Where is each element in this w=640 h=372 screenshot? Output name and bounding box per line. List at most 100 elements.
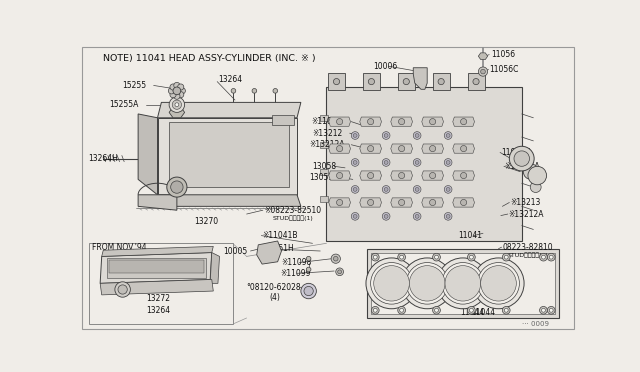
Text: ※11098: ※11098 [282, 258, 312, 267]
Circle shape [437, 258, 488, 309]
Circle shape [415, 187, 419, 191]
Text: ··· 0009: ··· 0009 [522, 321, 548, 327]
Circle shape [415, 214, 419, 218]
Circle shape [415, 161, 419, 164]
Circle shape [540, 253, 547, 261]
Text: 11056: 11056 [491, 50, 515, 59]
Polygon shape [422, 198, 444, 207]
Text: ※13212A: ※13212A [309, 140, 345, 149]
Text: 15255: 15255 [123, 81, 147, 90]
Circle shape [502, 307, 510, 314]
Circle shape [178, 92, 184, 98]
Circle shape [406, 263, 448, 304]
Bar [169, 122, 289, 187]
Bar [328, 73, 345, 90]
Text: ※11041B: ※11041B [262, 231, 298, 240]
Polygon shape [478, 53, 488, 60]
Circle shape [351, 158, 359, 166]
Circle shape [438, 78, 444, 85]
Bar [371, 253, 555, 314]
Circle shape [473, 78, 479, 85]
Circle shape [403, 78, 410, 85]
Circle shape [413, 132, 421, 140]
Circle shape [252, 89, 257, 93]
Circle shape [167, 177, 187, 197]
Circle shape [371, 307, 379, 314]
Circle shape [171, 181, 183, 193]
Circle shape [353, 161, 357, 164]
Circle shape [397, 307, 406, 314]
Circle shape [367, 119, 374, 125]
Text: 11044: 11044 [472, 308, 495, 317]
Circle shape [351, 186, 359, 193]
Circle shape [413, 186, 421, 193]
Text: ²: ² [305, 288, 308, 294]
Circle shape [444, 186, 452, 193]
Circle shape [514, 151, 529, 166]
Circle shape [382, 158, 390, 166]
Polygon shape [452, 144, 474, 153]
Circle shape [351, 132, 359, 140]
Polygon shape [102, 246, 213, 256]
Polygon shape [391, 117, 412, 126]
Circle shape [442, 263, 484, 304]
Polygon shape [422, 117, 444, 126]
Polygon shape [157, 102, 301, 118]
Circle shape [367, 145, 374, 152]
Circle shape [402, 258, 452, 309]
Circle shape [371, 263, 412, 304]
Circle shape [333, 256, 338, 261]
Circle shape [382, 132, 390, 140]
Circle shape [461, 119, 467, 125]
Polygon shape [157, 118, 297, 195]
Polygon shape [391, 198, 412, 207]
Circle shape [337, 173, 343, 179]
Circle shape [435, 255, 438, 259]
Polygon shape [360, 171, 381, 180]
Circle shape [444, 132, 452, 140]
Circle shape [170, 84, 176, 90]
Text: ※08223-82510: ※08223-82510 [264, 206, 321, 215]
Text: (4): (4) [270, 293, 281, 302]
Text: 15255A: 15255A [109, 100, 139, 109]
Circle shape [413, 158, 421, 166]
Bar [320, 196, 328, 202]
Circle shape [400, 255, 404, 259]
Circle shape [399, 119, 404, 125]
Polygon shape [422, 171, 444, 180]
Polygon shape [413, 68, 428, 89]
Circle shape [400, 308, 404, 312]
Circle shape [174, 82, 180, 89]
Text: 11044: 11044 [460, 308, 484, 317]
Circle shape [429, 199, 436, 206]
Polygon shape [169, 107, 184, 118]
Circle shape [351, 212, 359, 220]
Circle shape [481, 266, 516, 301]
Circle shape [382, 212, 390, 220]
Circle shape [413, 212, 421, 220]
Polygon shape [210, 253, 220, 283]
Circle shape [115, 282, 131, 297]
Polygon shape [157, 195, 301, 206]
Circle shape [333, 78, 340, 85]
Circle shape [446, 187, 450, 191]
Text: 13264: 13264 [218, 75, 242, 84]
Bar [326, 87, 522, 241]
Circle shape [461, 199, 467, 206]
Polygon shape [360, 117, 381, 126]
Circle shape [541, 255, 545, 259]
Text: 11051H: 11051H [264, 244, 294, 253]
Bar [397, 73, 415, 90]
Circle shape [307, 267, 311, 272]
Circle shape [273, 89, 278, 93]
Circle shape [304, 286, 313, 296]
Polygon shape [329, 117, 351, 126]
Text: ※11099: ※11099 [280, 269, 310, 278]
Circle shape [366, 258, 417, 309]
Polygon shape [391, 171, 412, 180]
Circle shape [435, 308, 438, 312]
Text: 10006: 10006 [373, 62, 397, 71]
Circle shape [374, 266, 410, 301]
Text: STUDスタッド(1): STUDスタッド(1) [272, 215, 313, 221]
Circle shape [384, 134, 388, 137]
